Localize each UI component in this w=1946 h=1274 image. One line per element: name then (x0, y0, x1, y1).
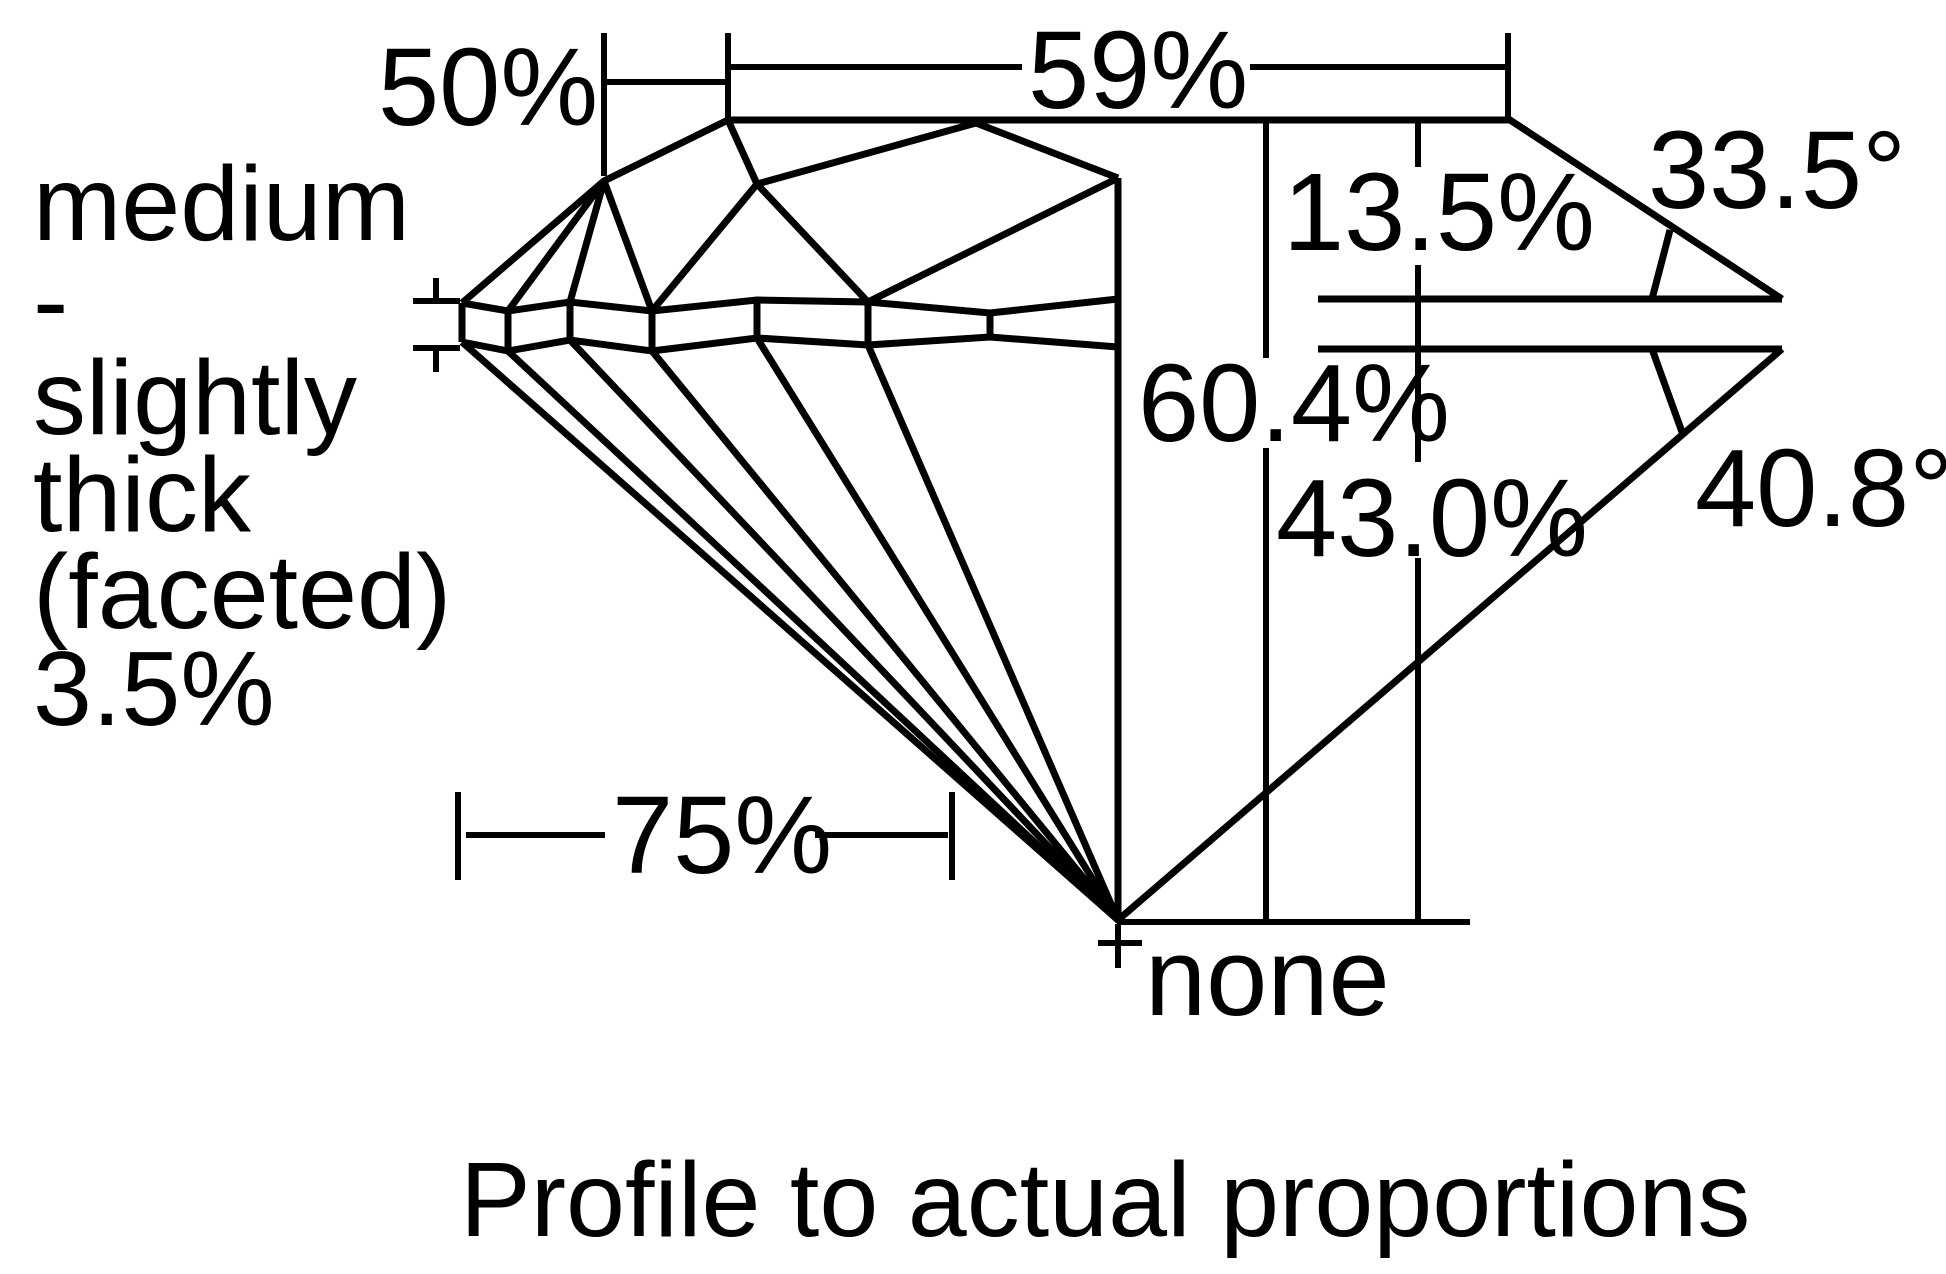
girdle-description-line: slightly (33, 339, 357, 457)
girdle-facets (461, 295, 1782, 355)
total-depth-label: 60.4% (1138, 342, 1450, 465)
girdle-description-line: 3.5% (33, 630, 275, 748)
crown-height-label: 13.5% (1283, 151, 1595, 274)
girdle-description-line: thick (33, 436, 252, 554)
angle-markers (1648, 229, 1686, 434)
star-length-label: 50% (378, 26, 598, 149)
pavilion-angle-label: 40.8° (1695, 427, 1946, 550)
pavilion-depth-label: 43.0% (1276, 457, 1588, 580)
culet-tick-cross (1098, 924, 1142, 968)
dimension-lines (455, 33, 1511, 925)
girdle-description: medium - slightly thick (faceted) 3.5% (33, 145, 451, 748)
table-size-label: 59% (1028, 9, 1248, 132)
girdle-description-line: - (33, 242, 68, 360)
girdle-description-line: (faceted) (33, 533, 451, 651)
lower-girdle-label: 75% (612, 774, 832, 897)
girdle-description-line: medium (33, 145, 410, 263)
crown-angle-label: 33.5° (1648, 109, 1906, 232)
crown-facets (505, 118, 1120, 314)
culet-label: none (1145, 916, 1390, 1039)
pavilion-facets (505, 336, 1122, 923)
girdle-tick-crosses (413, 278, 460, 372)
diagram-title: Profile to actual proportions (460, 1141, 1750, 1259)
